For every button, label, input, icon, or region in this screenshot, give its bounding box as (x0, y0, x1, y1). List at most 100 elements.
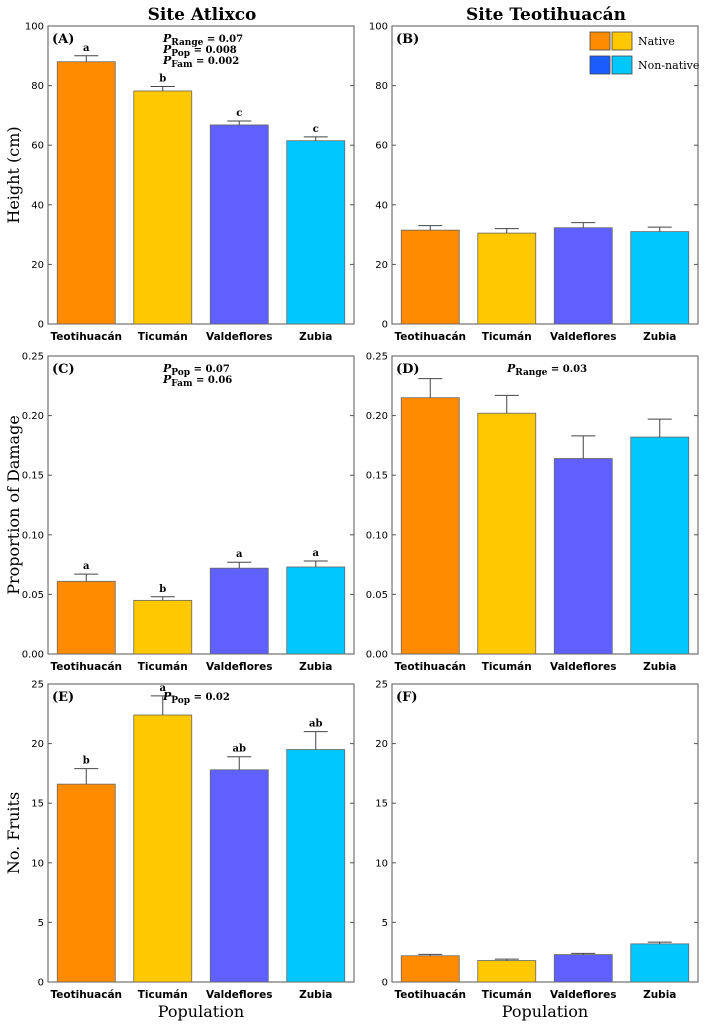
x-tick-label: Teotihuacán (50, 661, 122, 673)
bar-3 (286, 749, 346, 983)
legend-label: Native (638, 35, 675, 48)
bar-3 (286, 140, 346, 325)
x-axis-title-right: Population (502, 1002, 588, 1021)
y-tick-label: 0.00 (366, 650, 388, 661)
y-tick-label: 0.00 (22, 650, 44, 661)
significance-letter: ab (309, 719, 322, 730)
x-axis-title-left: Population (158, 1002, 244, 1021)
bar-3 (630, 436, 690, 655)
x-tick-label: Ticumán (138, 331, 188, 343)
bar-0 (56, 580, 116, 655)
y-axis-label: Proportion of Damage (4, 415, 23, 595)
y-tick-label: 60 (31, 141, 44, 152)
p-value: PFam = 0.06 (162, 373, 232, 389)
y-tick-label: 10 (31, 858, 44, 869)
bar-2 (553, 954, 613, 983)
y-tick-label: 0.15 (22, 471, 44, 482)
panel-a: 0 20 40 60 80 100 Height (cm) a Teotihuacán b Ticu… (4, 22, 355, 343)
plot-frame (391, 355, 699, 655)
significance-letter: b (159, 73, 166, 84)
y-tick-label: 40 (375, 200, 388, 211)
x-tick-label: Ticumán (482, 989, 532, 1001)
bar-0 (400, 397, 460, 655)
panel-label: (C) (52, 362, 75, 377)
bar-0 (400, 955, 460, 983)
legend-swatch (611, 31, 633, 51)
plot-frame (47, 25, 355, 325)
x-tick-label: Zubia (643, 989, 676, 1001)
column-title-atlixco: Site Atlixco (148, 5, 257, 25)
panel-label: (D) (396, 362, 420, 377)
plot-frame (391, 25, 699, 325)
bar-0 (56, 61, 116, 325)
legend-swatch (589, 55, 611, 75)
y-tick-label: 0.05 (366, 590, 388, 601)
significance-letter: a (83, 43, 90, 54)
x-tick-label: Valdeflores (550, 661, 616, 673)
x-tick-label: Teotihuacán (50, 331, 122, 343)
legend: Native Non-native (589, 31, 699, 75)
y-tick-label: 20 (375, 739, 388, 750)
p-value: PPop = 0.008 (162, 43, 237, 59)
y-tick-label: 100 (369, 22, 388, 33)
legend-label: Non-native (638, 59, 699, 72)
y-tick-label: 5 (382, 918, 388, 929)
legend-swatch (611, 55, 633, 75)
significance-letter: b (83, 756, 90, 767)
y-tick-label: 100 (25, 22, 44, 33)
significance-letter: ab (233, 744, 246, 755)
bar-2 (209, 124, 269, 325)
bar-1 (133, 714, 193, 983)
bar-2 (209, 567, 269, 655)
y-tick-label: 15 (375, 799, 388, 810)
panel-b: 0 20 40 60 80 100 Teotihuacán Ticumán Valdeflore… (369, 22, 699, 343)
x-tick-label: Ticumán (138, 661, 188, 673)
x-tick-label: Teotihuacán (394, 661, 466, 673)
x-tick-label: Zubia (643, 331, 676, 343)
y-tick-label: 40 (31, 200, 44, 211)
p-value: PPop = 0.07 (162, 362, 230, 378)
y-tick-label: 0.20 (366, 411, 388, 422)
y-tick-label: 0.25 (366, 352, 388, 363)
bar-0 (56, 783, 116, 983)
x-tick-label: Valdeflores (206, 331, 272, 343)
y-tick-label: 0 (382, 978, 388, 989)
x-tick-label: Ticumán (482, 661, 532, 673)
y-axis-label: Height (cm) (4, 126, 23, 223)
plot-frame (47, 683, 355, 983)
x-tick-label: Valdeflores (550, 989, 616, 1001)
p-value: PPop = 0.02 (162, 690, 230, 706)
y-tick-label: 25 (31, 680, 44, 691)
bar-0 (400, 229, 460, 325)
plot-frame (47, 355, 355, 655)
bar-1 (477, 232, 537, 325)
plot-frame (391, 683, 699, 983)
y-tick-label: 10 (375, 858, 388, 869)
y-tick-label: 80 (375, 81, 388, 92)
bar-3 (286, 566, 346, 655)
y-tick-label: 0.10 (22, 530, 44, 541)
significance-letter: a (160, 683, 167, 694)
x-tick-label: Valdeflores (206, 661, 272, 673)
y-tick-label: 0.15 (366, 471, 388, 482)
panel-d: 0.00 0.05 0.10 0.15 0.20 0.25 Teotihuacán Ticum… (366, 352, 699, 673)
panel-f: 0 5 10 15 20 25 Teotihuacán Ticumán Valdeflores Z… (375, 680, 699, 1001)
x-tick-label: Ticumán (482, 331, 532, 343)
bar-2 (553, 458, 613, 655)
x-tick-label: Zubia (299, 661, 332, 673)
y-tick-label: 0 (38, 978, 44, 989)
significance-letter: a (83, 561, 90, 572)
y-tick-label: 0 (38, 320, 44, 331)
panel-label: (E) (52, 690, 74, 705)
x-tick-label: Valdeflores (550, 331, 616, 343)
y-tick-label: 0.25 (22, 352, 44, 363)
x-tick-label: Teotihuacán (394, 989, 466, 1001)
legend-swatch (589, 31, 611, 51)
x-tick-label: Zubia (299, 989, 332, 1001)
x-tick-label: Teotihuacán (50, 989, 122, 1001)
panel-label: (A) (52, 32, 74, 47)
panel-label: (F) (396, 690, 418, 705)
y-tick-label: 20 (31, 739, 44, 750)
bar-1 (133, 90, 193, 325)
